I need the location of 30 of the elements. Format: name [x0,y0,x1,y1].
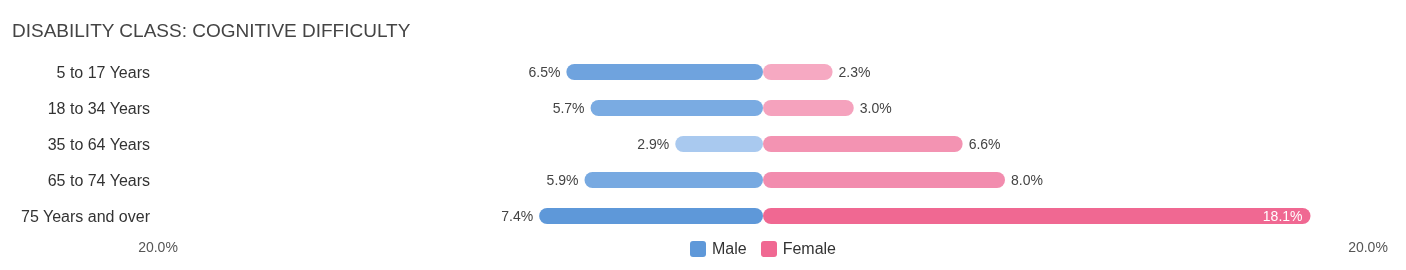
y-tick-label: 35 to 64 Years [47,135,150,153]
bar [566,64,763,80]
bar [584,172,763,188]
data-label: 2.9% [637,135,670,152]
bar [763,172,1005,188]
y-tick-label: 18 to 34 Years [47,99,150,117]
x-tick-label: 20.0% [1348,238,1388,255]
data-label: 2.3% [838,63,871,80]
bar [590,100,763,116]
chart-title: DISABILITY CLASS: COGNITIVE DIFFICULTY [11,19,412,43]
x-tick-label: 20.0% [138,238,178,255]
data-label: 6.6% [968,135,1001,152]
bar [675,136,763,152]
bar [763,100,854,116]
y-tick-label: 65 to 74 Years [47,171,150,189]
y-tick-label: 75 Years and over [21,207,151,225]
data-label: 5.7% [552,99,585,116]
bar [763,208,1311,224]
data-label: 8.0% [1011,171,1043,188]
data-label: 18.1% [1262,207,1303,224]
legend-label: Female [781,240,837,258]
data-label: 6.5% [528,63,561,80]
data-label: 3.0% [859,99,892,116]
bar [763,64,833,80]
bar [763,136,963,152]
bar [539,208,763,224]
legend-label: Male [710,240,747,258]
y-tick-label: 5 to 17 Years [56,63,150,81]
data-label: 7.4% [501,207,534,224]
data-label: 5.9% [546,171,579,188]
